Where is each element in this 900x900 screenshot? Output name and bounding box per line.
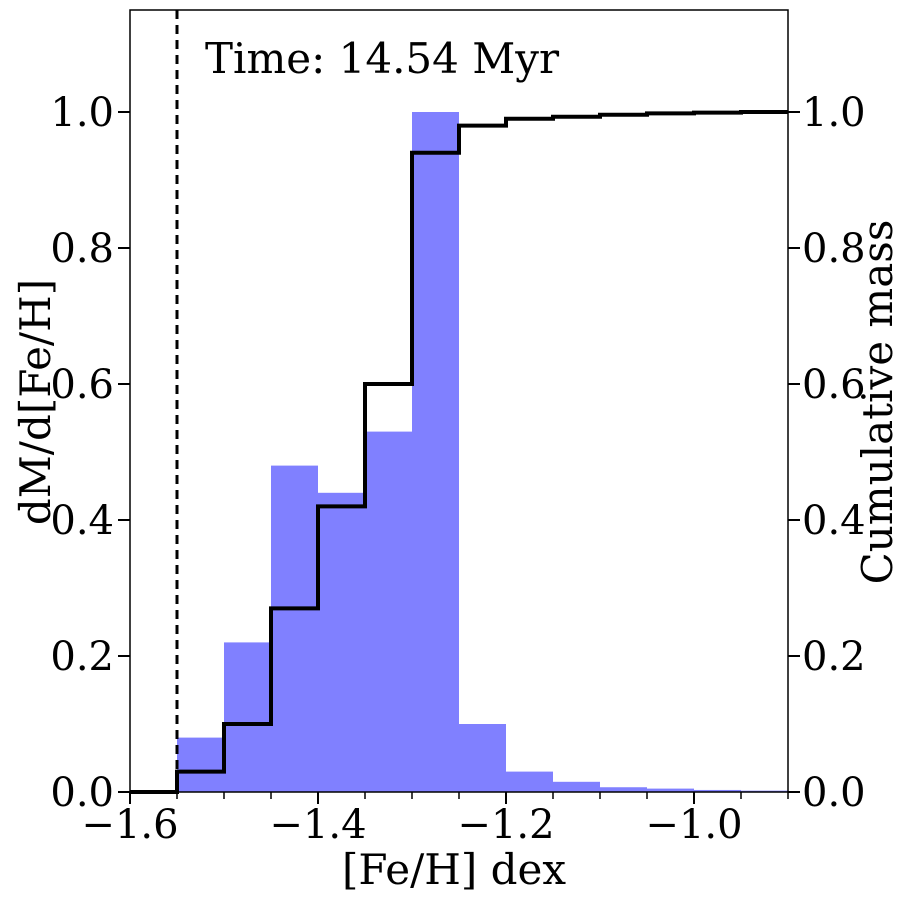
histogram-bar (459, 724, 506, 792)
y-tick-label: 0.6 (50, 362, 114, 408)
x-axis-ticks: −1.6 −1.4 −1.2 −1.0 (81, 792, 789, 848)
x-tick-label: −1.0 (645, 802, 742, 848)
histogram-bars (177, 112, 788, 792)
histogram-bar (318, 492, 365, 792)
y-tick-label: 0.2 (50, 634, 114, 680)
histogram-bar (600, 787, 647, 792)
time-annotation: Time: 14.54 Myr (205, 34, 560, 83)
y2-axis-label: Cumulative mass (853, 220, 900, 585)
y2-axis-ticks: 0.0 0.2 0.4 0.6 0.8 1.0 (788, 90, 866, 816)
histogram-bar (365, 431, 412, 792)
x-tick-label: −1.2 (457, 802, 554, 848)
x-tick-label: −1.4 (269, 802, 366, 848)
y2-tick-label: 0.8 (802, 226, 866, 272)
cumulative-mass-curve (130, 110, 788, 794)
x-axis-label: [Fe/H] dex (342, 845, 566, 894)
y2-tick-label: 0.2 (802, 634, 866, 680)
histogram-bar (553, 781, 600, 792)
histogram-bar (224, 642, 271, 792)
histogram-bar (271, 465, 318, 792)
histogram-bar (647, 788, 694, 792)
y2-tick-label: 1.0 (802, 90, 866, 136)
histogram-bar (694, 789, 741, 792)
y-tick-label: 1.0 (50, 90, 114, 136)
histogram-bar (506, 771, 553, 792)
y2-tick-label: 0.0 (802, 770, 866, 816)
y2-tick-label: 0.4 (802, 498, 866, 544)
y-tick-label: 0.8 (50, 226, 114, 272)
y-axis-ticks: 0.0 0.2 0.4 0.6 0.8 1.0 (50, 90, 130, 816)
histogram-bar (177, 737, 224, 792)
y-axis-label: dM/d[Fe/H] (11, 279, 60, 525)
histogram-bar (412, 112, 459, 792)
cumulative-step-line (130, 110, 788, 794)
x-tick-label: −1.6 (81, 802, 178, 848)
y-tick-label: 0.4 (50, 498, 114, 544)
y2-tick-label: 0.6 (802, 362, 866, 408)
y-tick-label: 0.0 (50, 770, 114, 816)
